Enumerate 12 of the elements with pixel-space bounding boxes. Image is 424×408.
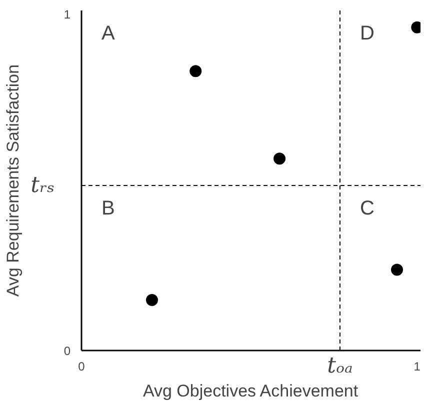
point — [146, 294, 158, 306]
point — [190, 65, 202, 78]
annotation: D — [360, 22, 374, 44]
ref-line-label: tₒₐ — [327, 354, 353, 378]
annotation: B — [102, 198, 115, 220]
ref-line-label: tᵣₛ — [30, 173, 54, 198]
point — [274, 152, 286, 165]
annotation: A — [102, 22, 116, 44]
x-axis-title: Avg Objectives Achievement — [142, 382, 358, 400]
y-axis-title: Avg Requirements Satisfaction — [4, 64, 23, 297]
annotation: C — [360, 198, 374, 220]
point — [391, 264, 404, 276]
